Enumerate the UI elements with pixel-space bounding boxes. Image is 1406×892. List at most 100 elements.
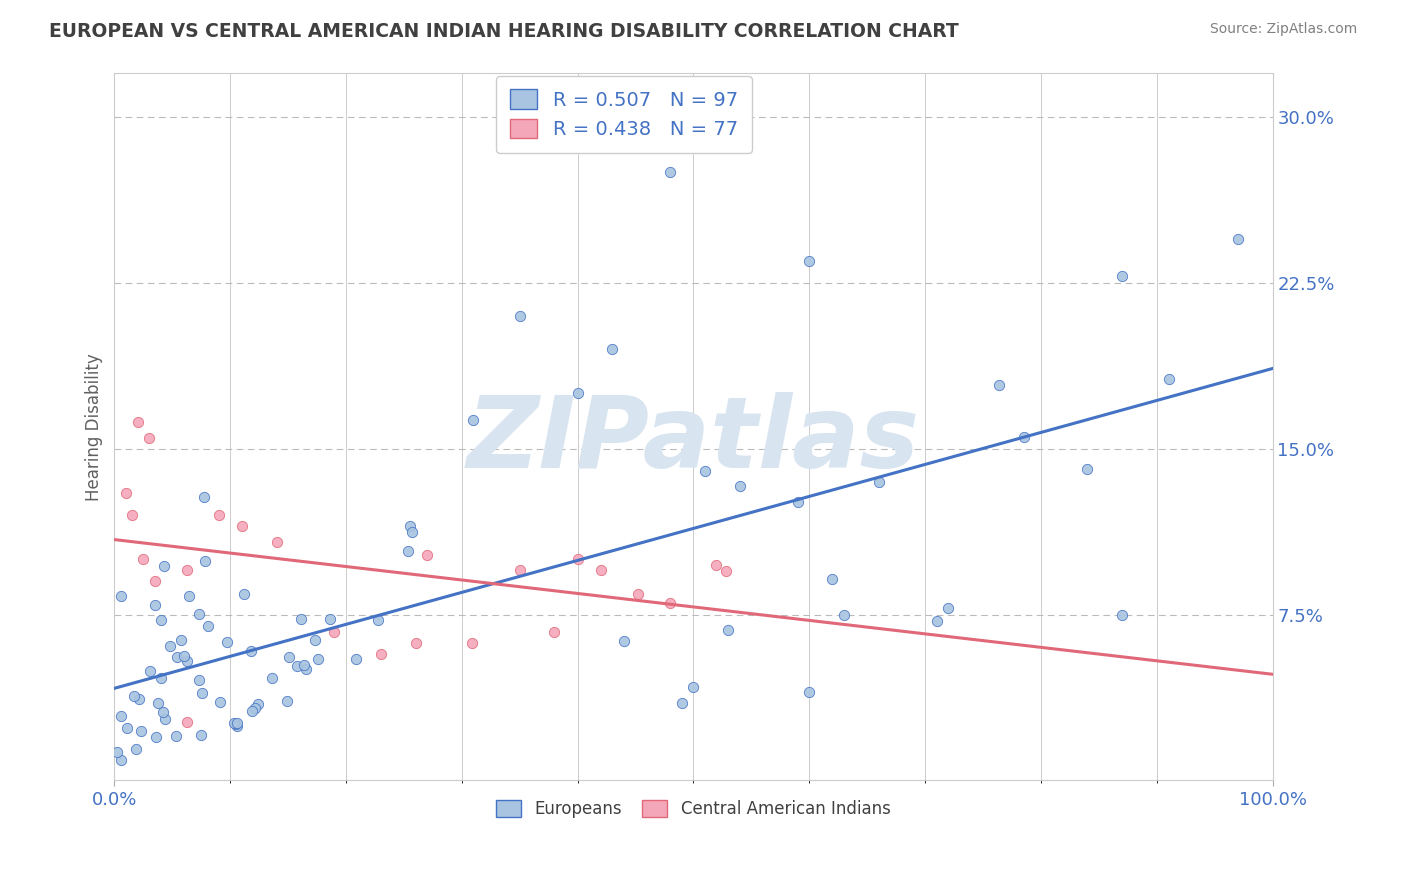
Point	[319, 612, 342, 626]
Point	[138, 664, 160, 678]
Text: EUROPEAN VS CENTRAL AMERICAN INDIAN HEARING DISABILITY CORRELATION CHART: EUROPEAN VS CENTRAL AMERICAN INDIAN HEAR…	[49, 22, 959, 41]
Point	[463, 413, 485, 427]
Point	[110, 590, 132, 604]
Point	[1226, 232, 1249, 246]
Point	[936, 600, 959, 615]
Point	[693, 464, 716, 478]
Point	[868, 475, 890, 489]
Point	[110, 753, 132, 767]
Point	[240, 644, 263, 658]
Point	[589, 563, 612, 577]
Point	[193, 490, 215, 504]
Y-axis label: Hearing Disability: Hearing Disability	[86, 352, 103, 500]
Point	[105, 745, 128, 759]
Point	[266, 534, 288, 549]
Point	[155, 713, 177, 727]
Point	[245, 701, 267, 715]
Point	[225, 716, 247, 731]
Point	[277, 650, 299, 665]
Point	[344, 652, 367, 666]
Point	[121, 508, 143, 522]
Point	[197, 619, 219, 633]
Point	[543, 625, 565, 640]
Point	[1157, 372, 1180, 386]
Point	[225, 715, 247, 730]
Point	[1111, 607, 1133, 622]
Point	[307, 652, 329, 666]
Point	[132, 552, 155, 566]
Point	[115, 486, 138, 500]
Point	[682, 681, 704, 695]
Point	[728, 479, 751, 493]
Point	[145, 731, 167, 745]
Point	[240, 704, 263, 718]
Point	[1012, 429, 1035, 443]
Point	[786, 495, 808, 509]
Point	[717, 623, 740, 637]
Point	[290, 612, 312, 626]
Point	[125, 741, 148, 756]
Point	[122, 689, 145, 703]
Point	[143, 574, 166, 589]
Point	[292, 657, 315, 672]
Point	[704, 558, 727, 572]
Point	[187, 673, 209, 687]
Point	[295, 662, 318, 676]
Point	[567, 552, 589, 566]
Point	[146, 696, 169, 710]
Point	[226, 719, 249, 733]
Point	[1076, 461, 1098, 475]
Point	[246, 698, 269, 712]
Point	[138, 431, 160, 445]
Point	[925, 614, 948, 628]
Point	[176, 714, 198, 729]
Point	[799, 253, 821, 268]
Point	[209, 695, 232, 709]
Point	[832, 607, 855, 622]
Point	[401, 525, 423, 540]
Point	[110, 709, 132, 723]
Point	[323, 625, 346, 640]
Legend: Europeans, Central American Indians: Europeans, Central American Indians	[489, 794, 897, 825]
Text: Source: ZipAtlas.com: Source: ZipAtlas.com	[1209, 22, 1357, 37]
Point	[233, 587, 256, 601]
Point	[276, 693, 298, 707]
Point	[190, 728, 212, 742]
Point	[176, 654, 198, 668]
Point	[659, 597, 682, 611]
Point	[149, 613, 172, 627]
Point	[714, 564, 737, 578]
Point	[231, 519, 253, 533]
Point	[659, 165, 682, 179]
Point	[509, 309, 531, 323]
Point	[416, 548, 439, 562]
Point	[396, 544, 419, 558]
Point	[166, 649, 188, 664]
Point	[191, 686, 214, 700]
Point	[509, 563, 531, 577]
Point	[304, 632, 326, 647]
Point	[165, 729, 187, 743]
Point	[187, 607, 209, 621]
Point	[405, 636, 427, 650]
Point	[602, 343, 624, 357]
Point	[285, 658, 308, 673]
Point	[176, 563, 198, 577]
Point	[149, 671, 172, 685]
Point	[821, 572, 844, 586]
Point	[129, 724, 152, 739]
Point	[159, 640, 181, 654]
Point	[671, 696, 693, 710]
Point	[399, 518, 422, 533]
Point	[128, 692, 150, 706]
Point	[370, 648, 392, 662]
Point	[367, 613, 389, 627]
Point	[215, 634, 238, 648]
Point	[222, 715, 245, 730]
Point	[461, 636, 484, 650]
Point	[1111, 269, 1133, 284]
Point	[260, 671, 283, 685]
Point	[153, 559, 176, 574]
Text: ZIPatlas: ZIPatlas	[467, 392, 920, 490]
Point	[567, 386, 589, 401]
